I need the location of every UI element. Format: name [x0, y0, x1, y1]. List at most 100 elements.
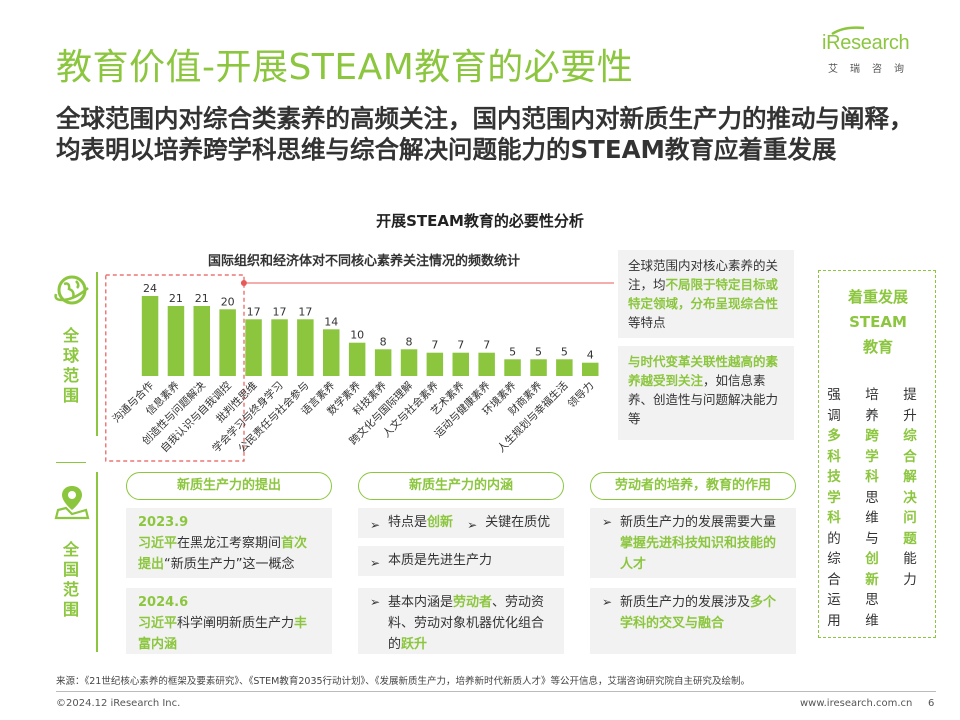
steam-heading-line: STEAM — [849, 313, 907, 331]
card-text: 在黑龙江考察期间 — [177, 536, 282, 551]
card-text: 科学阐明新质生产力 — [177, 616, 295, 631]
bar — [193, 306, 210, 376]
steam-char: 科 — [827, 510, 841, 526]
bar — [426, 352, 444, 376]
bar-value-label: 14 — [324, 315, 338, 328]
steam-heading: 着重发展 STEAM 教育 — [819, 285, 937, 360]
steam-char: 强 — [827, 387, 841, 403]
pill-labor-education: 劳动者的培养，教育的作用 — [590, 472, 796, 500]
steam-char: 培 — [865, 387, 879, 403]
card-text: 本质是先进生产力 — [388, 553, 493, 568]
bar — [400, 349, 418, 376]
callout-highlight: 与时代变革关联性越高的素养越受到关注 — [628, 354, 779, 388]
steam-char: 提 — [903, 387, 917, 403]
card-text: 新质生产力的发展涉及 — [620, 595, 751, 610]
bar — [478, 352, 495, 376]
steam-char: 学 — [827, 489, 841, 506]
steam-char: 问 — [903, 510, 917, 526]
national-divider — [96, 472, 98, 652]
steam-char: 跨 — [865, 428, 879, 444]
steam-char: 运 — [827, 592, 841, 608]
steam-char: 科 — [865, 469, 879, 485]
card-feature: 特点是创新 关键在质优 — [358, 508, 564, 538]
bar — [219, 309, 236, 376]
card-text: 关键在质优 — [485, 515, 551, 530]
bar — [530, 359, 547, 376]
bullet-item: 新质生产力的发展需要大量掌握先进科技知识和技能的人才 — [602, 512, 784, 575]
globe-icon — [52, 270, 92, 310]
iresearch-logo: iResearch 艾瑞咨询 — [822, 26, 932, 86]
card-highlight: 创新 — [427, 515, 454, 530]
bar-value-label: 5 — [509, 345, 516, 358]
global-divider — [96, 272, 98, 436]
steam-char: 科 — [827, 448, 841, 465]
steam-char: 合 — [903, 448, 917, 465]
bullet-item: 本质是先进生产力 — [370, 553, 492, 568]
card-highlight: 多个学科的交叉与融合 — [620, 595, 777, 631]
highlight-box — [105, 274, 245, 462]
bar-value-label: 4 — [587, 349, 594, 362]
map-pin-icon — [52, 482, 92, 522]
bar — [271, 319, 288, 376]
bar — [582, 362, 599, 376]
logo-swoosh-icon — [831, 26, 865, 36]
bar — [323, 329, 340, 376]
card-talent-need: 新质生产力的发展需要大量掌握先进科技知识和技能的人才 — [590, 508, 796, 578]
bar-value-label: 5 — [561, 345, 568, 358]
pill-proposal: 新质生产力的提出 — [126, 472, 332, 500]
card-basic-connotation: 基本内涵是劳动者、劳动资料、劳动对象机器优化组合的跃升 — [358, 588, 564, 654]
page-subtitle: 全球范围内对综合类素养的高频关注，国内范围内对新质生产力的推动与阐释，均表明以培… — [56, 104, 914, 164]
website-link[interactable]: www.iresearch.com.cn — [800, 698, 913, 709]
steam-char: 用 — [827, 612, 841, 629]
bar-value-label: 5 — [535, 345, 542, 358]
chart-title: 国际组织和经济体对不同核心素养关注情况的频数统计 — [207, 254, 520, 269]
steam-char: 升 — [903, 407, 917, 424]
bar-value-label: 7 — [431, 339, 438, 352]
bar — [374, 349, 392, 376]
card-year: 2023.9 — [138, 515, 189, 530]
copyright: ©2024.12 iResearch Inc. — [56, 698, 181, 709]
highlight-dot — [240, 280, 247, 286]
steam-char: 新 — [865, 571, 879, 588]
bar — [167, 306, 185, 376]
bar-value-label: 7 — [483, 339, 490, 352]
bar — [556, 359, 573, 376]
bullet-item: 关键在质优 — [467, 515, 550, 530]
card-highlight: 首次提出 — [138, 536, 308, 572]
bar-value-label: 21 — [169, 292, 183, 305]
global-callout-era: 与时代变革关联性越高的素养越受到关注，如信息素养、创造性与问题解决能力等 — [618, 346, 794, 440]
card-text: 新质生产力的发展需要大量 — [620, 515, 777, 530]
national-section-label: 全国范围 — [62, 540, 79, 619]
bar-value-label: 24 — [143, 282, 157, 295]
callout-text: 等特点 — [628, 315, 666, 330]
bar-value-label: 8 — [406, 335, 413, 348]
callout-highlight: 不局限于特定目标或特定领域，分布呈现综合性 — [628, 277, 779, 311]
steam-char: 学 — [865, 448, 879, 465]
callout-text: ，如信息素养、创造性与问题解决能力等 — [628, 373, 779, 426]
footer-divider — [56, 691, 936, 692]
card-text: 基本内涵是 — [388, 595, 454, 610]
steam-char: 思 — [865, 592, 879, 608]
card-2023: 2023.9 习近平在黑龙江考察期间首次提出“新质生产力”这一概念 — [126, 508, 332, 578]
steam-char: 合 — [827, 571, 841, 588]
analysis-title: 开展STEAM教育的必要性分析 — [376, 212, 584, 230]
pill-connotation: 新质生产力的内涵 — [358, 472, 564, 500]
callout-text: 全球范围内对核心素养的关注，均 — [628, 258, 779, 292]
global-callout-comprehensive: 全球范围内对核心素养的关注，均不局限于特定目标或特定领域，分布呈现综合性等特点 — [618, 250, 794, 338]
logo-word: iResearch — [822, 32, 910, 54]
card-text: “新质生产力”这一概念 — [164, 557, 295, 572]
steam-char: 能 — [903, 551, 917, 567]
steam-char: 调 — [827, 407, 841, 424]
bar-value-label: 10 — [350, 329, 364, 342]
card-text: 特点是 — [388, 515, 428, 530]
steam-char: 与 — [865, 530, 879, 547]
steam-heading-line: 着重发展 — [847, 288, 908, 306]
bullet-item: 新质生产力的发展涉及多个学科的交叉与融合 — [602, 592, 784, 634]
steam-point-cross-thinking: 培养跨学科思维与创新思维 — [861, 385, 883, 631]
page-number: 6 — [928, 698, 935, 709]
steam-heading-line: 教育 — [862, 338, 893, 356]
bar-value-label: 20 — [221, 295, 235, 308]
category-label: 沟通与合作 — [110, 379, 157, 426]
card-highlight: 跃升 — [401, 637, 428, 652]
bar-value-label: 17 — [273, 305, 287, 318]
